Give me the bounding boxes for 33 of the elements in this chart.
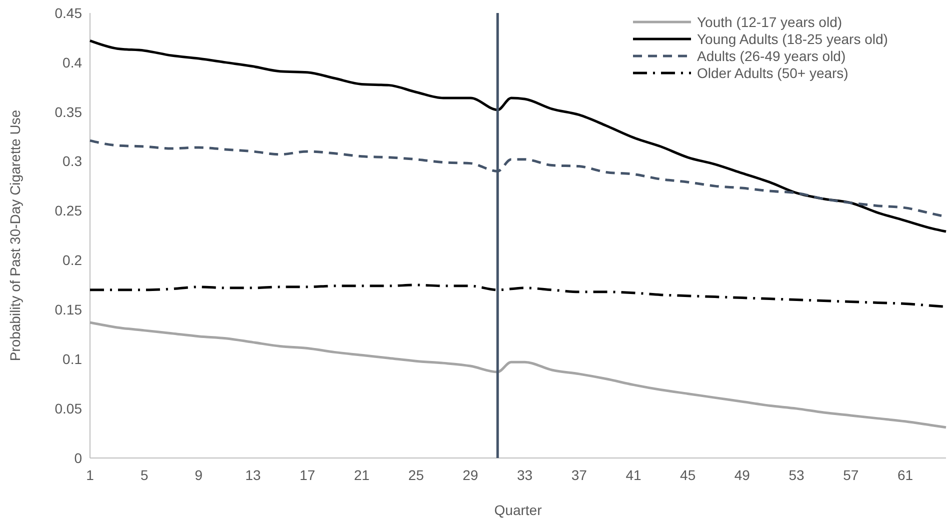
x-tick-label: 45 [680,467,696,483]
x-tick-label: 41 [626,467,642,483]
y-tick-label: 0.1 [62,351,82,368]
x-tick-label: 57 [843,467,859,483]
x-tick-label: 13 [245,467,262,483]
y-tick-label: 0.35 [54,104,82,120]
x-tick-label: 25 [408,467,424,483]
y-axis-title: Probability of Past 30-Day Cigarette Use [7,110,23,362]
x-tick-label: 33 [517,467,533,483]
y-tick-label: 0.45 [54,4,82,21]
x-tick-label: 5 [140,467,148,483]
y-tick-label: 0.2 [62,252,82,268]
x-tick-label: 17 [300,467,316,483]
x-tick-label: 49 [734,467,750,483]
x-tick-label: 21 [354,467,370,483]
y-tick-label: 0 [74,450,82,466]
x-tick-label: 37 [571,467,588,483]
y-tick-label: 0.15 [54,302,82,318]
legend-label: Older Adults (50+ years) [697,64,848,81]
legend-label: Youth (12-17 years old) [697,14,842,30]
y-tick-label: 0.25 [54,202,82,219]
y-tick-label: 0.4 [62,54,82,70]
x-tick-label: 61 [897,467,914,483]
x-tick-label: 29 [462,467,478,483]
x-tick-label: 1 [86,467,94,483]
x-tick-label: 9 [194,467,203,483]
x-axis-title: Quarter [494,502,542,518]
y-tick-label: 0.05 [54,400,82,416]
legend-label: Young Adults (18-25 years old) [697,30,888,47]
x-tick-label: 53 [788,467,805,483]
line-series [88,321,947,429]
legend-label: Adults (26-49 years old) [697,48,846,64]
y-tick-label: 0.3 [62,153,82,170]
